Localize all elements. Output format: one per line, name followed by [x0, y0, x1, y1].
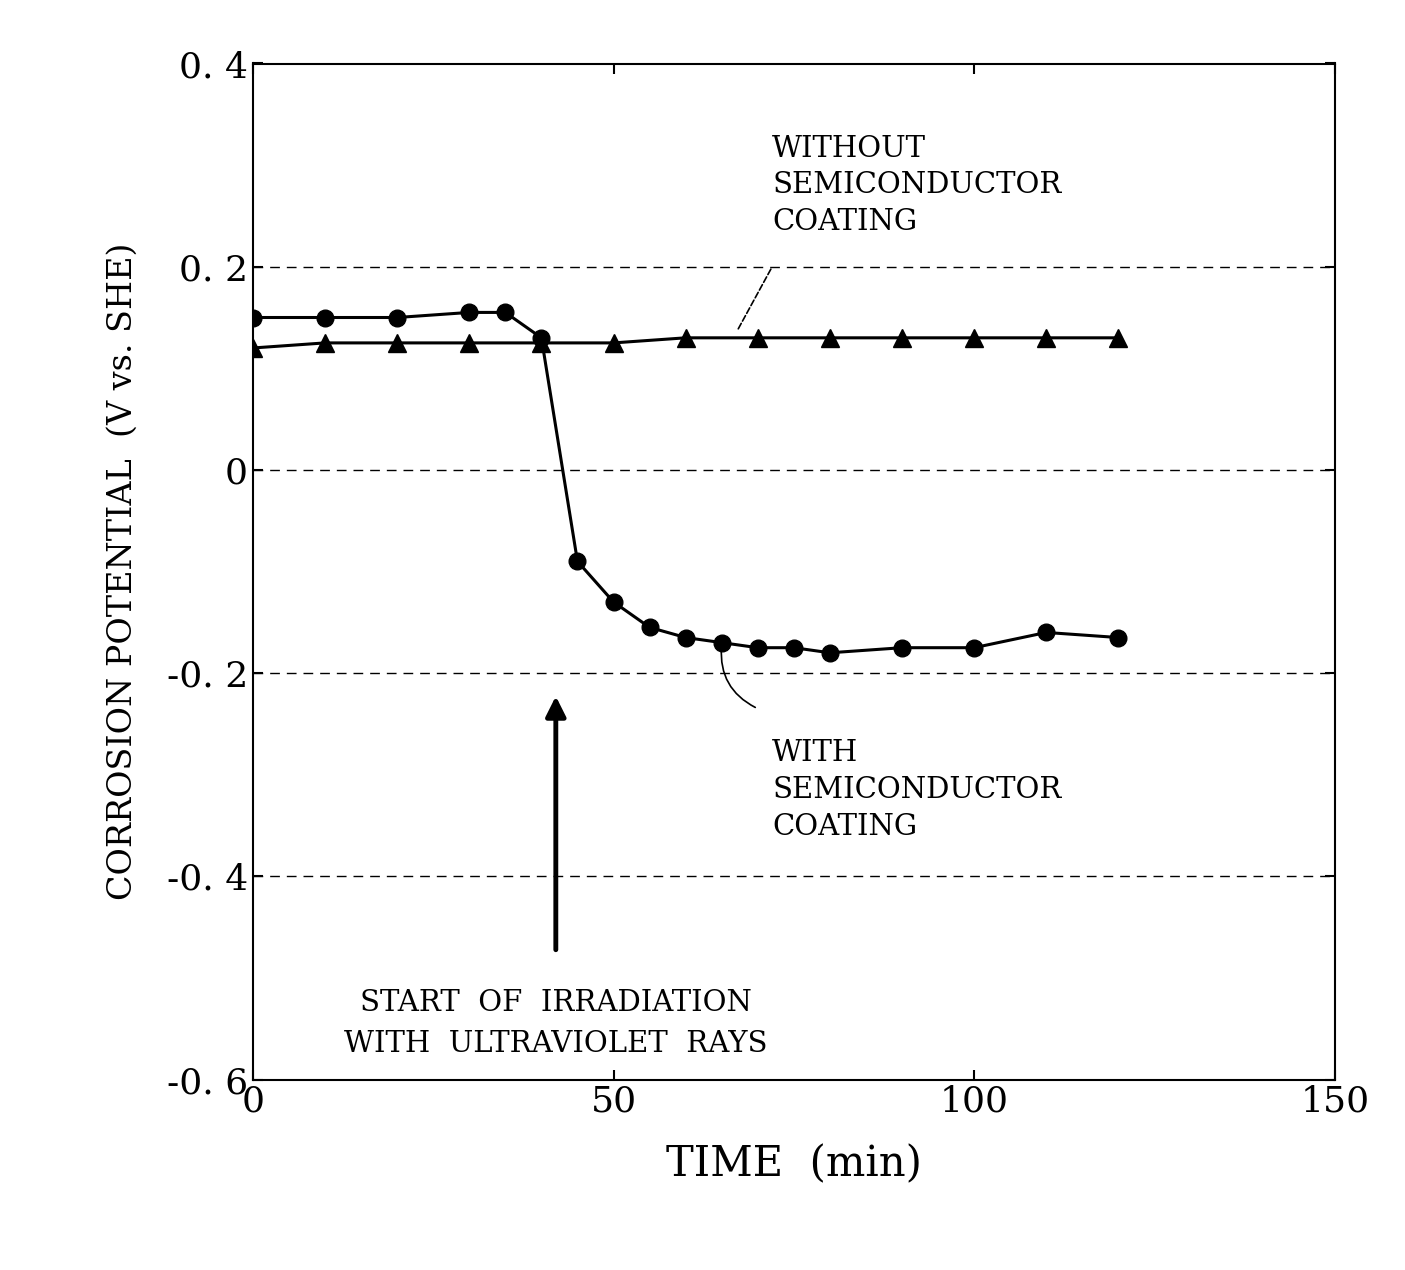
Y-axis label: CORROSION POTENTIAL  (V vs. SHE): CORROSION POTENTIAL (V vs. SHE)	[107, 243, 139, 900]
X-axis label: TIME  (min): TIME (min)	[666, 1143, 922, 1185]
Text: WITH
SEMICONDUCTOR
COATING: WITH SEMICONDUCTOR COATING	[773, 739, 1062, 841]
Text: START  OF  IRRADIATION
WITH  ULTRAVIOLET  RAYS: START OF IRRADIATION WITH ULTRAVIOLET RA…	[344, 989, 767, 1058]
Text: WITHOUT
SEMICONDUCTOR
COATING: WITHOUT SEMICONDUCTOR COATING	[773, 135, 1062, 236]
